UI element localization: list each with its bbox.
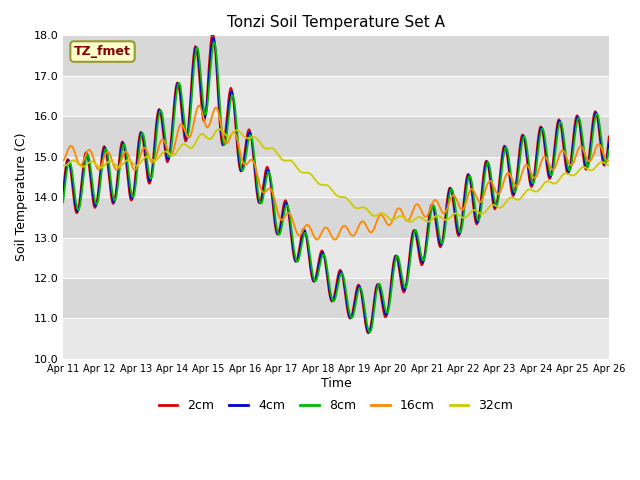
Bar bbox=[63, 156, 609, 197]
16cm bbox=[211, 107, 218, 112]
2cm bbox=[60, 186, 67, 192]
Y-axis label: Soil Temperature (C): Soil Temperature (C) bbox=[15, 133, 28, 262]
8cm bbox=[211, 39, 218, 45]
16cm bbox=[331, 237, 339, 242]
16cm bbox=[420, 212, 428, 218]
16cm bbox=[125, 155, 133, 160]
Legend: 2cm, 4cm, 8cm, 16cm, 32cm: 2cm, 4cm, 8cm, 16cm, 32cm bbox=[154, 395, 518, 418]
8cm bbox=[404, 277, 412, 283]
4cm bbox=[209, 35, 217, 40]
32cm bbox=[69, 157, 77, 163]
4cm bbox=[420, 258, 428, 264]
16cm bbox=[60, 157, 67, 163]
Text: TZ_fmet: TZ_fmet bbox=[74, 45, 131, 58]
8cm bbox=[366, 329, 374, 335]
2cm bbox=[211, 36, 218, 42]
4cm bbox=[211, 36, 218, 42]
8cm bbox=[180, 120, 188, 126]
4cm bbox=[404, 274, 412, 279]
Bar bbox=[63, 36, 609, 76]
32cm bbox=[215, 126, 223, 132]
16cm bbox=[69, 145, 77, 151]
2cm bbox=[364, 330, 372, 336]
Bar bbox=[63, 116, 609, 156]
2cm bbox=[404, 269, 412, 275]
Bar bbox=[63, 319, 609, 359]
2cm bbox=[69, 191, 77, 196]
Line: 2cm: 2cm bbox=[63, 33, 609, 333]
8cm bbox=[209, 41, 217, 47]
16cm bbox=[404, 218, 412, 224]
Line: 16cm: 16cm bbox=[63, 106, 609, 240]
8cm bbox=[60, 200, 67, 205]
8cm bbox=[125, 175, 133, 180]
16cm bbox=[180, 127, 188, 132]
2cm bbox=[125, 190, 133, 196]
16cm bbox=[195, 103, 203, 108]
32cm bbox=[403, 217, 411, 223]
4cm bbox=[605, 140, 612, 146]
32cm bbox=[406, 219, 414, 225]
32cm bbox=[60, 162, 67, 168]
32cm bbox=[180, 141, 188, 147]
Bar bbox=[63, 238, 609, 278]
2cm bbox=[605, 133, 612, 139]
4cm bbox=[125, 183, 133, 189]
8cm bbox=[420, 257, 428, 263]
8cm bbox=[605, 147, 612, 153]
Title: Tonzi Soil Temperature Set A: Tonzi Soil Temperature Set A bbox=[227, 15, 445, 30]
4cm bbox=[180, 130, 188, 135]
4cm bbox=[365, 330, 373, 336]
Line: 8cm: 8cm bbox=[63, 42, 609, 332]
32cm bbox=[605, 162, 612, 168]
2cm bbox=[180, 136, 188, 142]
2cm bbox=[420, 258, 428, 264]
32cm bbox=[209, 132, 217, 138]
Bar bbox=[63, 278, 609, 319]
Line: 32cm: 32cm bbox=[63, 129, 609, 222]
Line: 4cm: 4cm bbox=[63, 37, 609, 333]
4cm bbox=[69, 183, 77, 189]
32cm bbox=[125, 157, 133, 163]
32cm bbox=[420, 216, 428, 222]
X-axis label: Time: Time bbox=[321, 377, 351, 390]
2cm bbox=[209, 30, 216, 36]
16cm bbox=[605, 157, 612, 163]
Bar bbox=[63, 76, 609, 116]
4cm bbox=[60, 193, 67, 199]
8cm bbox=[69, 176, 77, 181]
Bar bbox=[63, 197, 609, 238]
